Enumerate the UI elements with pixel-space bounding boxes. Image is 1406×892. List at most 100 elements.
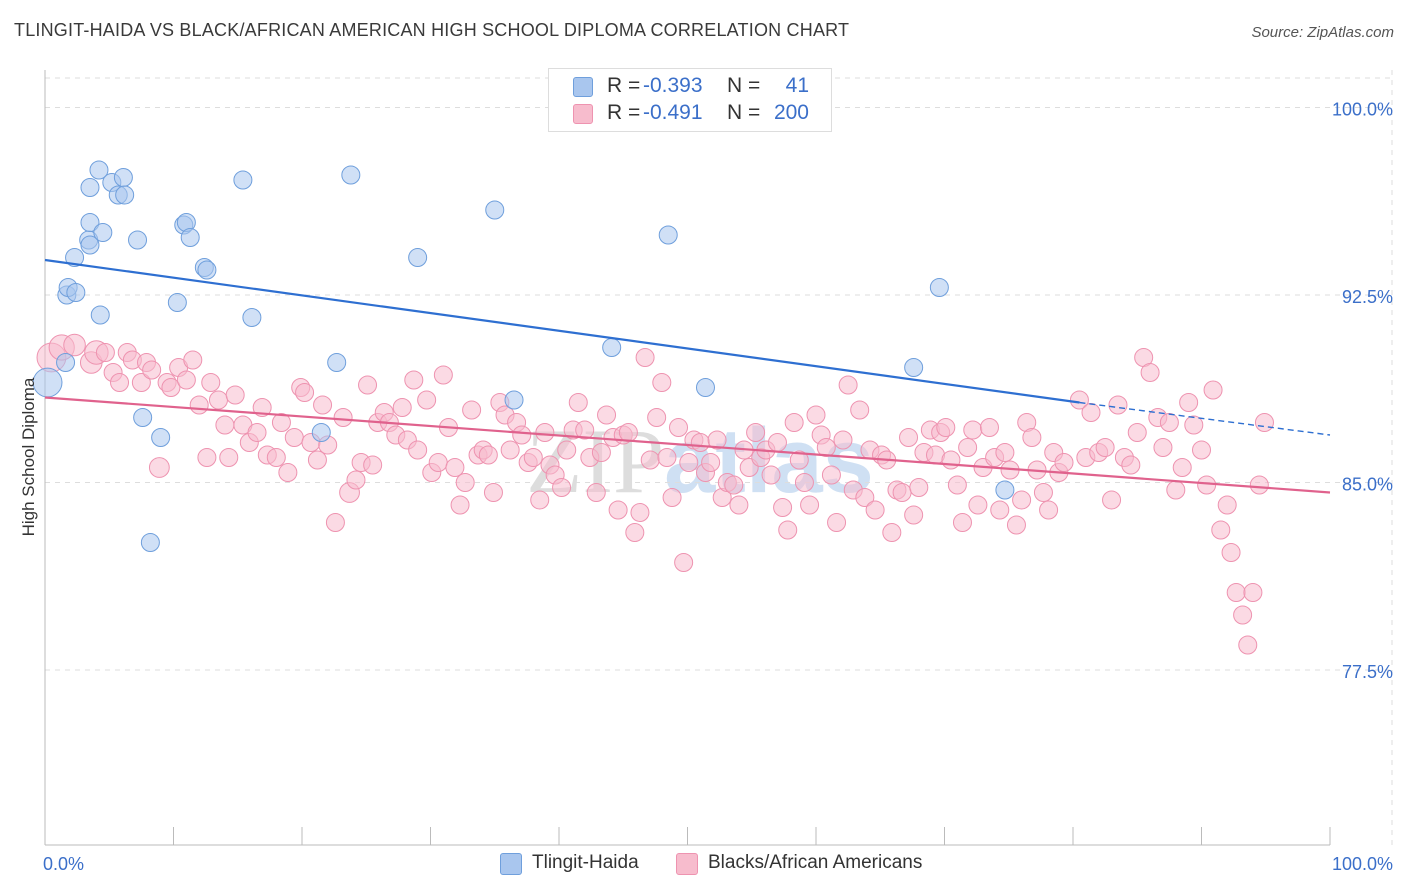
tlingit-haida-point bbox=[311, 423, 331, 442]
black-african-american-point bbox=[252, 398, 272, 417]
black-african-american-point bbox=[417, 390, 437, 410]
tlingit-haida-point bbox=[197, 260, 217, 280]
black-african-american-point bbox=[1203, 380, 1223, 400]
black-african-american-point bbox=[266, 448, 286, 467]
black-african-american-point bbox=[1153, 438, 1173, 457]
x-tick-label: 0.0% bbox=[43, 854, 84, 874]
black-african-american-point bbox=[597, 405, 617, 425]
tlingit-haida-point bbox=[140, 533, 160, 552]
black-african-american-point bbox=[729, 495, 749, 515]
black-african-american-point bbox=[183, 350, 203, 370]
source-label: Source: ZipAtlas.com bbox=[1251, 24, 1394, 41]
black-african-american-point bbox=[855, 488, 875, 507]
legend-swatch-blue bbox=[573, 77, 593, 97]
black-african-american-point bbox=[1039, 500, 1059, 520]
tlingit-haida-point bbox=[180, 228, 200, 247]
legend-r-value: -0.491 bbox=[643, 101, 703, 124]
black-african-american-point bbox=[1166, 480, 1186, 500]
black-african-american-point bbox=[512, 425, 532, 445]
black-african-american-point bbox=[1184, 415, 1204, 435]
black-african-american-point bbox=[773, 498, 793, 517]
black-african-american-point bbox=[313, 395, 333, 415]
black-african-american-point bbox=[450, 495, 470, 515]
tlingit-haida-point bbox=[602, 338, 622, 357]
bottom-swatch-blue bbox=[500, 853, 522, 875]
tlingit-haida-point bbox=[408, 248, 428, 267]
black-african-american-point bbox=[568, 393, 588, 412]
black-african-american-point bbox=[608, 500, 628, 520]
black-african-american-point bbox=[690, 433, 710, 452]
black-african-american-point bbox=[1179, 393, 1199, 412]
black-african-american-point bbox=[278, 463, 298, 482]
black-african-american-point bbox=[647, 408, 667, 427]
tlingit-haida-point bbox=[128, 230, 148, 250]
tlingit-haida-point bbox=[929, 278, 949, 297]
black-african-american-point bbox=[892, 483, 912, 502]
black-african-american-point bbox=[552, 478, 572, 497]
black-african-american-point bbox=[789, 450, 809, 470]
legend-swatch-pink bbox=[573, 104, 593, 124]
black-african-american-point bbox=[1054, 453, 1074, 472]
black-african-american-point bbox=[724, 475, 744, 495]
black-african-american-point bbox=[679, 453, 699, 472]
black-african-american-point bbox=[833, 430, 853, 450]
black-african-american-point bbox=[1127, 423, 1147, 442]
black-african-american-point bbox=[652, 373, 672, 392]
black-african-american-point bbox=[95, 343, 115, 362]
black-african-american-point bbox=[189, 395, 209, 415]
legend-n-label: N = bbox=[727, 74, 761, 97]
black-african-american-point bbox=[295, 383, 315, 402]
black-african-american-point bbox=[640, 450, 660, 470]
black-african-american-point bbox=[746, 423, 766, 442]
black-african-american-point bbox=[963, 420, 983, 440]
correlation-legend: R = -0.393 N = 41 R = -0.491 N = 200 bbox=[548, 68, 832, 132]
black-african-american-point bbox=[215, 415, 235, 435]
y-tick-label: 100.0% bbox=[1332, 100, 1393, 120]
black-african-american-point bbox=[1081, 403, 1101, 422]
black-african-american-point bbox=[784, 413, 804, 432]
tlingit-haida-point bbox=[80, 213, 100, 232]
black-african-american-point bbox=[1102, 490, 1122, 510]
black-african-american-point bbox=[761, 465, 781, 485]
black-african-american-point bbox=[197, 448, 217, 467]
black-african-american-point bbox=[455, 473, 475, 492]
black-african-american-point bbox=[1159, 413, 1179, 432]
black-african-american-point bbox=[838, 375, 858, 395]
black-african-american-point bbox=[778, 520, 798, 540]
black-african-american-point bbox=[936, 418, 956, 437]
black-african-american-point bbox=[445, 458, 465, 477]
data-points bbox=[32, 160, 1274, 655]
black-african-american-point bbox=[821, 465, 841, 485]
black-african-american-point bbox=[952, 513, 972, 532]
black-african-american-point bbox=[1221, 543, 1241, 562]
tlingit-haida-point bbox=[151, 428, 171, 447]
black-african-american-point bbox=[1069, 390, 1089, 410]
black-african-american-point bbox=[1033, 483, 1053, 502]
tlingit-haida-point bbox=[89, 160, 109, 180]
black-african-american-point bbox=[990, 500, 1010, 520]
black-african-american-point bbox=[909, 478, 929, 497]
tlingit-haida-point bbox=[56, 353, 76, 372]
tlingit-haida-point bbox=[65, 248, 85, 267]
tlingit-haida-point bbox=[695, 378, 715, 397]
black-african-american-point bbox=[247, 423, 267, 442]
black-african-american-point bbox=[701, 453, 721, 472]
black-african-american-point bbox=[63, 333, 86, 357]
black-african-american-point bbox=[428, 453, 448, 472]
legend-r-label: R = bbox=[607, 101, 641, 124]
black-african-american-point bbox=[483, 483, 503, 502]
legend-n-value: 200 bbox=[773, 101, 809, 124]
tlingit-haida-point bbox=[485, 200, 505, 220]
black-african-american-point bbox=[674, 553, 694, 572]
black-african-american-point bbox=[557, 440, 577, 460]
black-african-american-point bbox=[176, 370, 196, 390]
black-african-american-point bbox=[148, 457, 170, 478]
black-african-american-point bbox=[142, 360, 162, 380]
black-african-american-point bbox=[1140, 363, 1160, 382]
tlingit-haida-point bbox=[233, 170, 253, 190]
axis-labels: 77.5% 85.0% 92.5% 100.0% 0.0% 100.0% High Scho… bbox=[19, 100, 1393, 875]
black-african-american-point bbox=[882, 523, 902, 542]
black-african-american-point bbox=[827, 513, 847, 532]
black-african-american-point bbox=[404, 370, 424, 390]
